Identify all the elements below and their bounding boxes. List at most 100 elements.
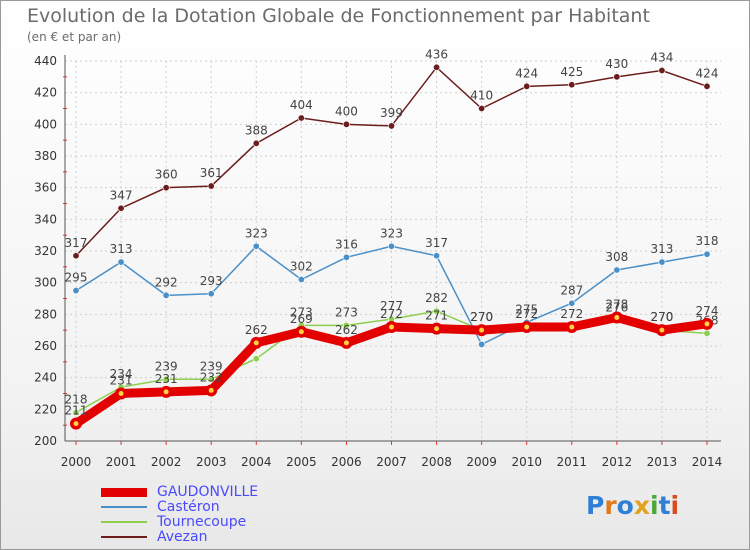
data-label: 211 [65,404,88,418]
legend-item-tournecoupe: Tournecoupe [101,515,361,530]
x-tick-label: 2001 [106,455,137,469]
y-tick-label: 200 [34,434,57,448]
data-label: 270 [470,310,493,324]
data-point-center [569,324,575,330]
proxiti-logo: Proxiti [586,491,679,520]
data-label: 317 [425,236,448,250]
data-point [658,67,666,75]
data-label: 272 [560,307,583,321]
data-point [162,184,170,192]
data-point [703,250,711,258]
data-point [613,73,621,81]
data-label: 262 [335,323,358,337]
y-tick-label: 360 [34,181,57,195]
data-point [433,63,441,71]
data-label: 262 [245,323,268,337]
data-label: 360 [155,168,178,182]
y-tick-label: 300 [34,276,57,290]
legend-label: GAUDONVILLE [157,484,259,500]
data-label: 316 [335,237,358,251]
data-label: 323 [380,226,403,240]
data-point [117,258,125,266]
data-label: 270 [650,310,673,324]
data-label: 313 [110,242,133,256]
data-point [297,114,305,122]
data-point-center [479,327,485,333]
x-tick-label: 2003 [196,455,227,469]
data-point-center [118,391,124,396]
data-point [387,242,395,250]
data-point [613,266,621,274]
data-label: 239 [200,359,223,373]
logo-letter: x [633,491,650,520]
data-point [433,307,441,315]
data-point-center [704,321,710,327]
y-tick-label: 440 [34,54,57,68]
chart-subtitle: (en € et par an) [27,30,122,44]
data-label: 434 [650,51,673,65]
x-tick-label: 2006 [331,455,362,469]
data-label: 271 [425,309,448,323]
data-point [207,182,215,190]
data-label: 231 [155,372,178,386]
data-label: 302 [290,260,313,274]
data-point [342,321,350,329]
data-point [342,253,350,261]
x-tick-label: 2008 [421,455,452,469]
data-label: 404 [290,98,313,112]
legend: GAUDONVILLE Castéron Tournecoupe Avezan [101,485,361,545]
x-tick-label: 2011 [557,455,588,469]
x-tick-label: 2005 [286,455,317,469]
legend-swatch [101,506,147,508]
data-point [387,122,395,130]
y-tick-label: 340 [34,212,57,226]
data-label: 317 [65,236,88,250]
data-label: 231 [110,374,133,388]
data-point [72,252,80,260]
data-label: 293 [200,274,223,288]
y-tick-label: 320 [34,244,57,258]
data-point [72,287,80,295]
data-label: 436 [425,47,448,61]
data-point [703,82,711,90]
data-point-center [524,324,530,330]
data-label: 232 [200,370,223,384]
data-point [252,242,260,250]
data-point-center [659,327,665,333]
data-point [523,82,531,90]
data-point-center [73,421,79,427]
data-label: 287 [560,283,583,297]
data-point [342,120,350,128]
data-label: 388 [245,123,268,137]
legend-item-gaudonville: GAUDONVILLE [101,485,361,500]
data-label: 425 [560,65,583,79]
x-tick-label: 2009 [466,455,497,469]
legend-label: Avezan [157,529,208,545]
data-point [478,105,486,113]
data-label: 276 [605,301,628,315]
data-point-center [298,329,304,335]
data-label: 292 [155,275,178,289]
data-point-center [163,389,169,395]
x-tick-label: 2000 [61,455,92,469]
data-label: 270 [470,310,493,324]
data-label: 323 [245,226,268,240]
y-tick-label: 240 [34,371,57,385]
x-tick-label: 2010 [511,455,542,469]
data-label: 424 [696,66,719,80]
y-tick-label: 220 [34,402,57,416]
data-label: 274 [696,304,719,318]
data-label: 399 [380,106,403,120]
data-point [433,252,441,260]
logo-letter: i [670,491,680,520]
data-label: 273 [335,305,358,319]
legend-label: Castéron [157,499,220,515]
data-point-center [614,315,620,320]
data-point [478,340,486,348]
data-point-center [343,340,349,346]
legend-swatch [101,536,147,538]
data-label: 269 [290,312,313,326]
x-tick-label: 2013 [647,455,678,469]
